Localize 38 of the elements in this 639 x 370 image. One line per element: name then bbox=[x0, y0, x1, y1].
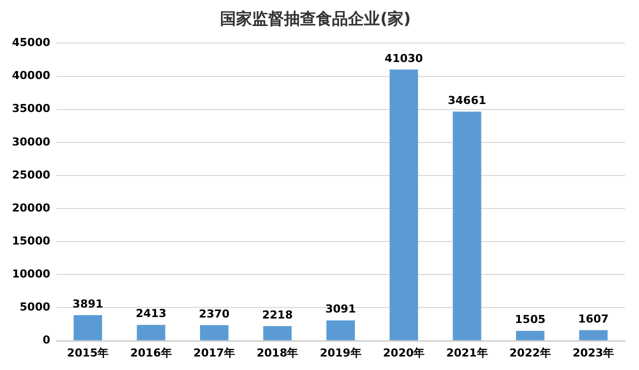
data-label: 3091 bbox=[325, 302, 356, 316]
x-tick-label: 2018年 bbox=[256, 346, 298, 360]
bar bbox=[263, 326, 292, 340]
x-tick-label: 2022年 bbox=[509, 346, 552, 360]
data-label: 1607 bbox=[578, 312, 609, 326]
y-tick-label: 30000 bbox=[12, 135, 51, 148]
chart-title: 国家监督抽查食品企业(家) bbox=[220, 8, 411, 28]
y-tick-label: 35000 bbox=[12, 102, 51, 116]
y-tick-label: 10000 bbox=[12, 268, 51, 281]
x-tick-label: 2020年 bbox=[383, 346, 425, 360]
data-label: 34661 bbox=[448, 94, 486, 107]
y-tick-label: 40000 bbox=[12, 69, 51, 82]
x-tick-label: 2017年 bbox=[193, 346, 236, 360]
y-tick-label: 25000 bbox=[12, 168, 51, 182]
bar bbox=[136, 324, 166, 340]
data-label: 1505 bbox=[514, 313, 546, 326]
y-tick-label: 5000 bbox=[20, 300, 51, 314]
x-tick-label: 2015年 bbox=[67, 346, 109, 360]
x-tick-label: 2016年 bbox=[130, 346, 172, 360]
bar bbox=[452, 112, 482, 340]
y-tick-label: 0 bbox=[42, 334, 51, 347]
data-label: 41030 bbox=[384, 52, 424, 65]
x-tick-label: 2021年 bbox=[446, 346, 488, 360]
data-label: 3891 bbox=[72, 297, 104, 310]
bar bbox=[579, 330, 608, 340]
bar bbox=[200, 325, 228, 340]
bar bbox=[74, 315, 102, 340]
y-tick-label: 45000 bbox=[12, 36, 51, 50]
data-label: 2218 bbox=[262, 308, 293, 322]
data-label: 2413 bbox=[136, 307, 166, 320]
bar bbox=[390, 69, 418, 340]
bar bbox=[516, 330, 544, 340]
bar bbox=[326, 320, 355, 340]
y-tick-label: 15000 bbox=[12, 234, 51, 248]
x-tick-label: 2019年 bbox=[320, 346, 362, 360]
data-label: 2370 bbox=[198, 307, 230, 320]
y-tick-label: 20000 bbox=[12, 201, 51, 214]
x-tick-label: 2023年 bbox=[572, 346, 614, 360]
